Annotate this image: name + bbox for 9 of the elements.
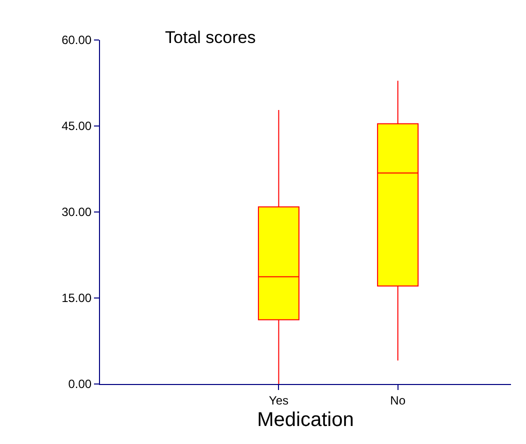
y-tick-label: 15.00 <box>62 291 92 306</box>
chart-title: Total scores <box>165 28 256 47</box>
y-tick-label: 60.00 <box>62 33 92 48</box>
y-tick-label: 30.00 <box>62 205 92 220</box>
x-tick-label: Yes <box>268 393 288 408</box>
x-tick-label: No <box>390 393 406 408</box>
y-tick-label: 45.00 <box>62 119 92 134</box>
x-axis-title: Medication <box>257 408 354 431</box>
y-tick-label: 0.00 <box>68 377 92 392</box>
